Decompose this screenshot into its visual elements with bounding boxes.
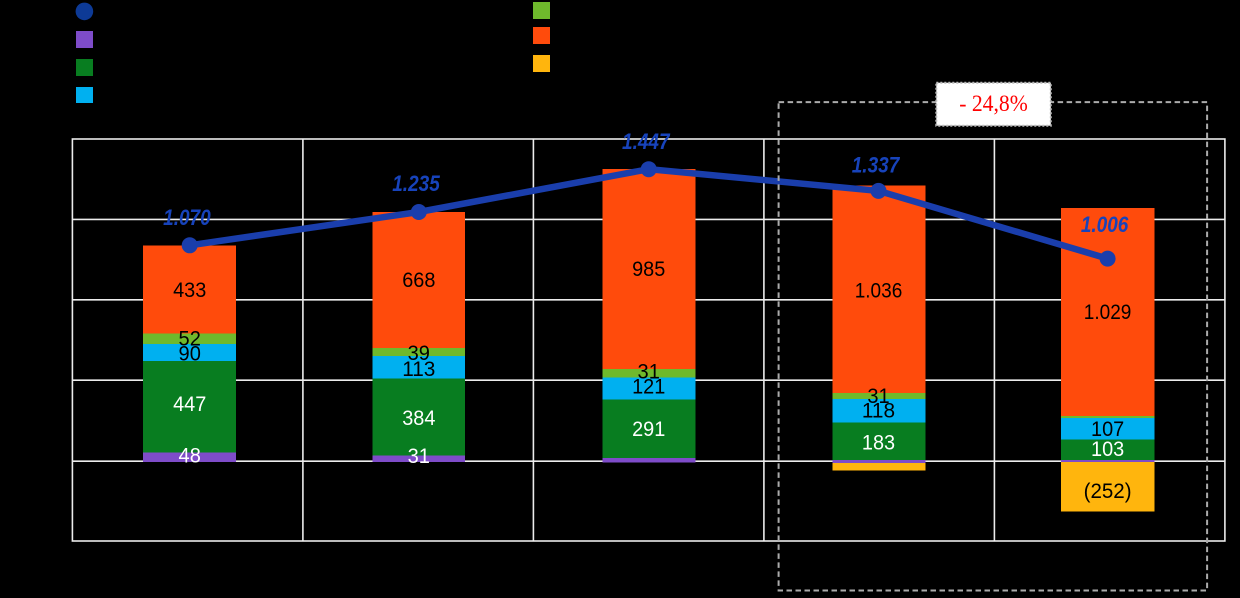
svg-text:113: 113	[402, 358, 435, 381]
svg-text:1.070: 1.070	[163, 205, 211, 230]
svg-text:1.235: 1.235	[392, 171, 440, 196]
svg-text:107: 107	[1091, 418, 1124, 441]
svg-text:291: 291	[632, 418, 665, 441]
svg-text:1.006: 1.006	[1081, 212, 1129, 237]
svg-text:1.447: 1.447	[622, 129, 671, 154]
svg-text:52: 52	[179, 327, 201, 350]
svg-text:- 24,8%: - 24,8%	[959, 91, 1028, 116]
svg-text:48: 48	[179, 444, 201, 467]
svg-text:(252): (252)	[1084, 480, 1132, 503]
svg-text:1.029: 1.029	[1084, 301, 1132, 324]
svg-text:433: 433	[173, 279, 206, 302]
svg-text:1.337: 1.337	[852, 153, 901, 178]
svg-text:90: 90	[179, 343, 201, 366]
svg-text:985: 985	[632, 258, 665, 281]
svg-text:118: 118	[862, 400, 895, 423]
svg-text:447: 447	[173, 393, 206, 416]
svg-text:384: 384	[402, 407, 435, 430]
svg-text:103: 103	[1091, 438, 1124, 461]
svg-text:183: 183	[862, 431, 895, 454]
svg-text:1.036: 1.036	[855, 279, 903, 302]
svg-text:31: 31	[867, 385, 889, 408]
svg-text:31: 31	[408, 445, 430, 468]
svg-text:668: 668	[402, 269, 435, 292]
svg-text:31: 31	[638, 360, 660, 383]
svg-text:121: 121	[632, 376, 665, 399]
svg-text:39: 39	[408, 342, 430, 365]
